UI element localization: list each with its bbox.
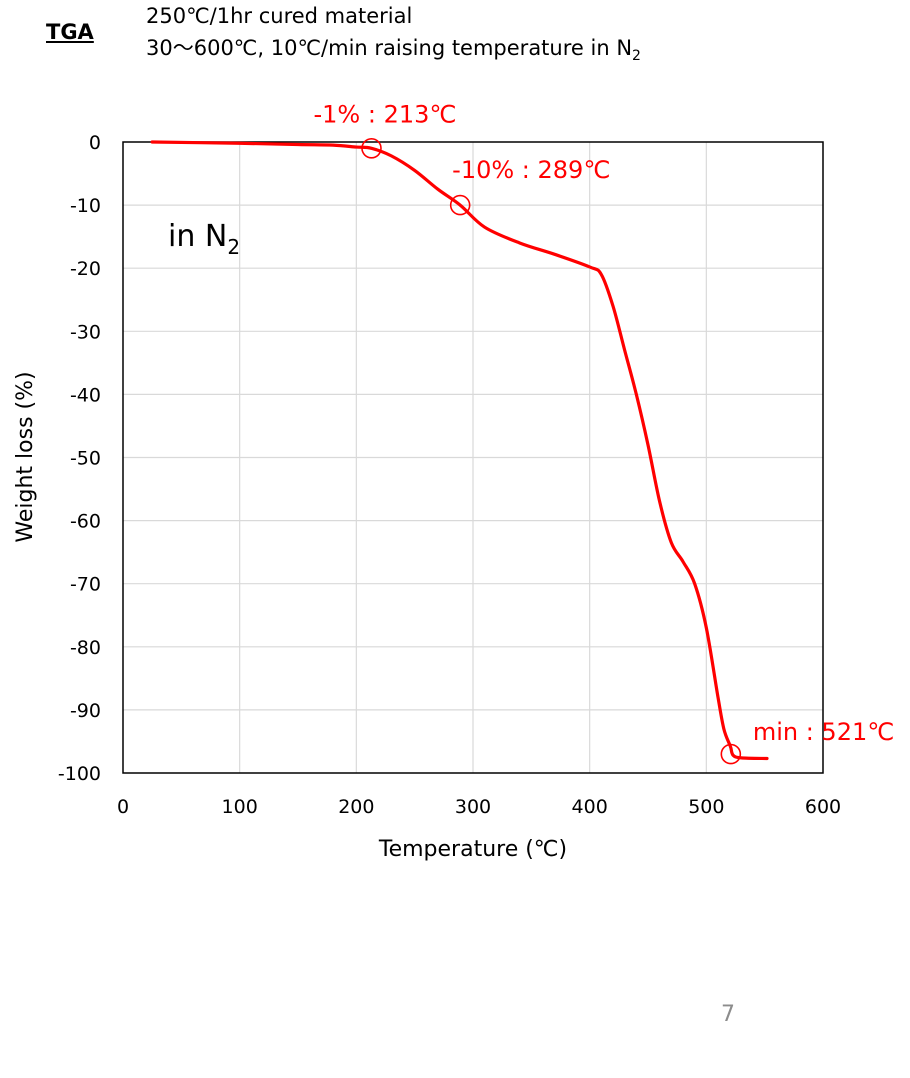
x-axis-label: Temperature (℃) bbox=[378, 837, 567, 862]
y-axis-label: Weight loss (%) bbox=[13, 371, 38, 542]
y-tick-label: -30 bbox=[70, 321, 101, 343]
y-tick-label: -60 bbox=[70, 511, 101, 533]
x-tick-label: 400 bbox=[572, 796, 608, 818]
plot-area-frame bbox=[122, 141, 824, 774]
y-tick-label: -100 bbox=[58, 763, 101, 785]
section-tag: TGA bbox=[46, 20, 94, 44]
atmosphere-label-subscript: 2 bbox=[227, 235, 240, 259]
x-tick-label: 100 bbox=[222, 796, 258, 818]
y-tick-label: -50 bbox=[70, 448, 101, 470]
tga-chart: 0 100 200 300 400 500 600 0 -10 -20 -30 -40 -50 -60 -… bbox=[13, 100, 895, 862]
y-tick-label: -10 bbox=[70, 195, 101, 217]
x-axis-ticks: 0 100 200 300 400 500 600 bbox=[117, 796, 841, 818]
annotation-label: -1% : 213℃ bbox=[314, 100, 457, 128]
annotation-markers bbox=[361, 138, 742, 765]
y-tick-label: -70 bbox=[70, 574, 101, 596]
y-axis-ticks: 0 -10 -20 -30 -40 -50 -60 -70 -80 -90 -100 bbox=[58, 132, 101, 785]
header-line-2-subscript: 2 bbox=[632, 48, 641, 65]
annotation-marker-circle bbox=[449, 194, 471, 216]
header-line-2: 30～600℃, 10℃/min raising temperature in … bbox=[146, 32, 641, 64]
annotation-marker-circle bbox=[361, 138, 382, 159]
header-line-2-text: 30～600℃, 10℃/min raising temperature in … bbox=[146, 36, 633, 60]
annotation-label: min : 521℃ bbox=[753, 718, 894, 746]
y-tick-label: 0 bbox=[89, 132, 101, 154]
x-tick-label: 500 bbox=[688, 796, 724, 818]
atmosphere-label: in N2 bbox=[168, 219, 240, 259]
atmosphere-label-main: in N bbox=[168, 219, 227, 254]
x-tick-label: 0 bbox=[117, 796, 129, 818]
header-line-1: 250℃/1hr cured material bbox=[146, 4, 413, 28]
annotation-label: -10% : 289℃ bbox=[452, 156, 610, 184]
y-tick-label: -90 bbox=[70, 700, 101, 722]
annotation-marker-circle bbox=[720, 743, 742, 765]
grid-lines bbox=[123, 142, 823, 773]
annotation-labels: -1% : 213℃ -10% : 289℃ min : 521℃ bbox=[314, 100, 895, 746]
x-tick-label: 600 bbox=[805, 796, 841, 818]
page-number: 7 bbox=[721, 1002, 735, 1027]
x-tick-label: 300 bbox=[455, 796, 491, 818]
y-tick-label: -80 bbox=[70, 637, 101, 659]
weight-loss-curve bbox=[150, 140, 769, 761]
y-tick-label: -20 bbox=[70, 258, 101, 280]
x-tick-label: 200 bbox=[338, 796, 374, 818]
y-tick-label: -40 bbox=[70, 384, 101, 406]
